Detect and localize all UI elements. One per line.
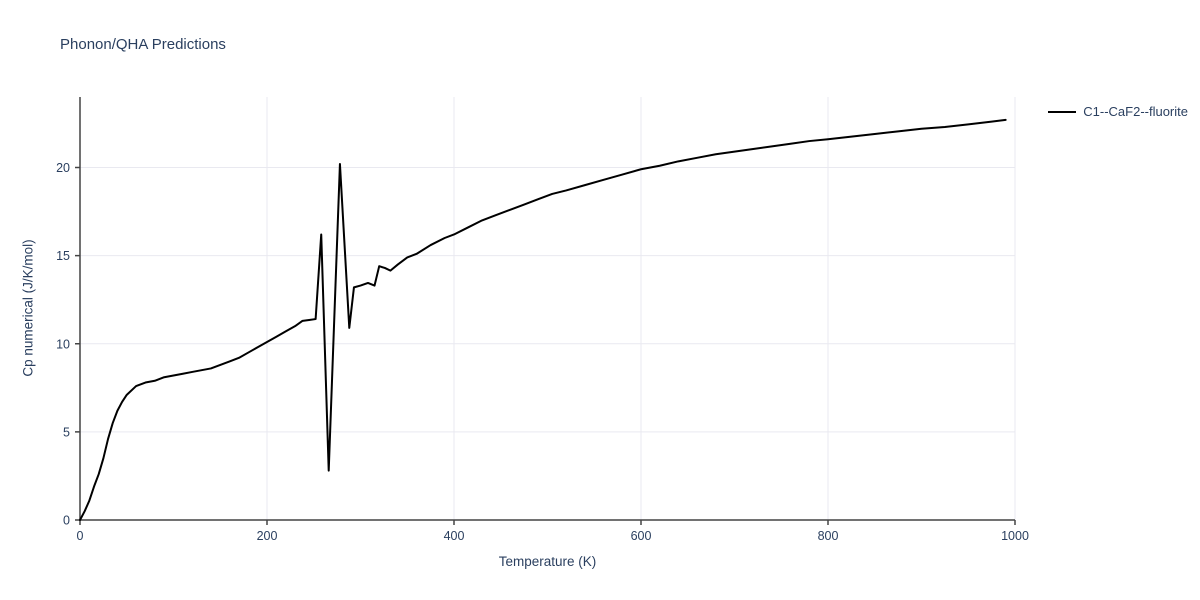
axes — [79, 97, 1015, 521]
y-tick-label: 5 — [63, 425, 70, 439]
x-tick-label: 1000 — [1001, 529, 1029, 543]
chart-title: Phonon/QHA Predictions — [60, 36, 226, 53]
series-line — [79, 118, 1007, 521]
legend-item[interactable]: C1--CaF2--fluorite — [1048, 104, 1188, 119]
legend-line-sample-icon — [1048, 110, 1077, 113]
x-tick-label: 0 — [77, 529, 84, 543]
y-axis-title: Cp numerical (J/K/mol) — [20, 239, 36, 377]
gridlines — [80, 97, 1016, 520]
y-tick-label: 15 — [56, 249, 70, 263]
x-tick-label: 800 — [818, 529, 839, 543]
series-path — [79, 118, 1007, 521]
y-tick-label: 20 — [56, 161, 70, 175]
tick-marks — [75, 166, 1016, 525]
tick-labels: 0 200 400 600 800 1000 0 5 10 15 20 — [56, 161, 1029, 543]
y-tick-label: 10 — [56, 337, 70, 351]
legend-item-label: C1--CaF2--fluorite — [1083, 104, 1188, 119]
x-tick-label: 600 — [631, 529, 652, 543]
x-axis-title: Temperature (K) — [498, 554, 597, 569]
x-tick-label: 200 — [257, 529, 278, 543]
y-tick-label: 0 — [63, 514, 70, 528]
x-tick-label: 400 — [444, 529, 465, 543]
